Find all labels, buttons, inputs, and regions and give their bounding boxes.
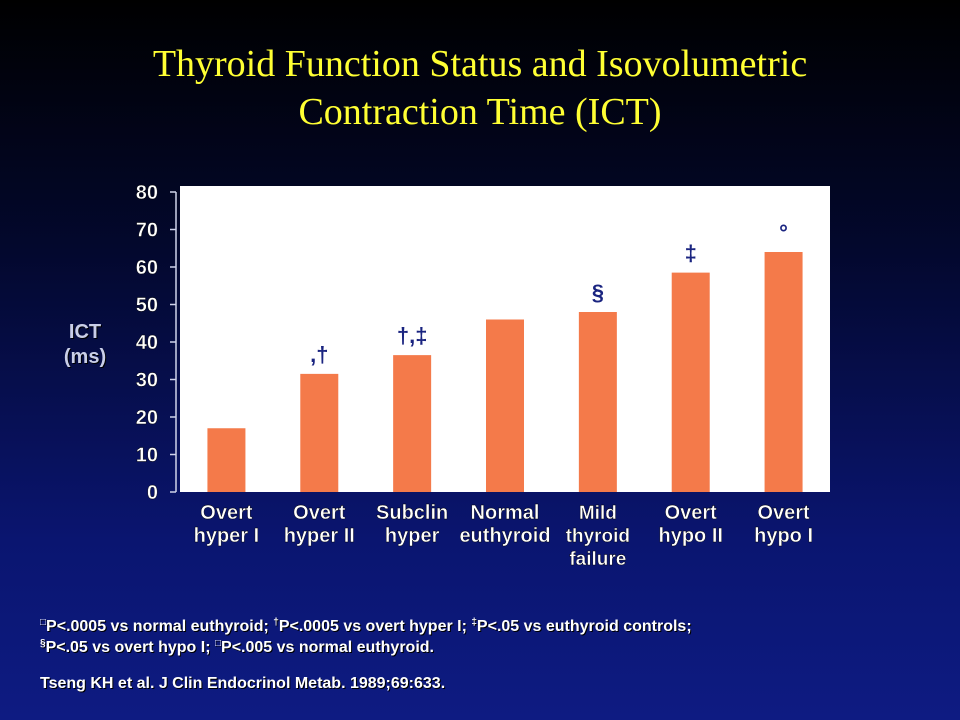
bar-1 <box>300 373 339 492</box>
bar-2 <box>393 355 432 492</box>
category-label-3-line-0: Normal <box>471 502 540 524</box>
y-tick-label-70: 70 <box>136 220 158 242</box>
footnote-2-text-0: P<.05 vs overt hypo I; <box>45 639 215 656</box>
bar-annotation-4: § <box>592 280 604 305</box>
y-tick-label-60: 60 <box>136 257 158 279</box>
category-label-4-line-0: Mild <box>579 503 617 524</box>
category-label-1-line-0: Overt <box>293 502 346 524</box>
bar-3 <box>486 319 524 492</box>
category-label-4-line-2: failure <box>569 549 626 570</box>
y-tick-label-10: 10 <box>136 445 158 467</box>
y-tick-label-80: 80 <box>136 182 158 204</box>
footnote-1-symbol-1: † <box>273 617 279 628</box>
y-tick-label-50: 50 <box>136 295 158 317</box>
bar-4 <box>578 312 617 492</box>
footnote-line-2: §P<.05 vs overt hypo I; □P<.005 vs norma… <box>40 637 940 658</box>
footnote-1-text-0: P<.0005 vs normal euthyroid; <box>46 618 274 635</box>
y-tick-label-40: 40 <box>136 332 158 354</box>
y-tick-label-30: 30 <box>136 370 158 392</box>
title-line-2: Contraction Time (ICT) <box>298 91 662 133</box>
category-label-0-line-0: Overt <box>200 502 253 524</box>
y-axis-label-line-2: (ms) <box>63 346 107 368</box>
footnote-line-1: □P<.0005 vs normal euthyroid; †P<.0005 v… <box>40 616 940 637</box>
footnote-1-text-1: P<.0005 vs overt hyper I; <box>278 618 472 635</box>
footnote-2-symbol-1: □ <box>214 638 222 649</box>
citation: Tseng KH et al. J Clin Endocrinol Metab.… <box>40 675 446 692</box>
footnote-2-text-1: P<.005 vs normal euthyroid. <box>221 639 434 656</box>
bar-annotation-2: †,‡ <box>397 323 428 348</box>
category-label-6-line-1: hypo I <box>754 525 813 547</box>
title-line-1: Thyroid Function Status and Isovolumetri… <box>152 43 808 85</box>
footnote-1-symbol-0: □ <box>40 617 47 628</box>
category-label-6-line-0: Overt <box>757 502 810 524</box>
category-label-1-line-1: hyper II <box>284 525 355 547</box>
footnote-1-symbol-2: ‡ <box>471 617 477 628</box>
y-tick-label-20: 20 <box>136 407 158 429</box>
bar-annotation-5: ‡ <box>685 241 697 266</box>
bar-5 <box>671 272 710 492</box>
bar-0 <box>207 428 246 492</box>
footnotes: □P<.0005 vs normal euthyroid; †P<.0005 v… <box>40 616 940 658</box>
bar-annotation-6: ° <box>779 220 788 245</box>
footnote-2-symbol-0: § <box>40 638 46 649</box>
footnote-1-text-2: P<.05 vs euthyroid controls; <box>476 618 692 635</box>
category-label-0-line-1: hyper I <box>194 525 260 547</box>
y-axis-label: ICT (ms) <box>50 320 120 370</box>
y-tick-label-0: 0 <box>147 482 158 504</box>
bar-annotation-1: ,† <box>310 342 328 367</box>
category-label-5-line-0: Overt <box>665 502 718 524</box>
category-label-2-line-1: hyper <box>385 525 440 547</box>
category-label-3-line-1: euthyroid <box>459 525 550 547</box>
category-label-2-line-0: Subclin <box>376 502 448 524</box>
bar-6 <box>764 252 803 492</box>
category-label-4-line-1: thyroid <box>566 526 630 547</box>
y-axis-label-line-1: ICT <box>68 321 102 343</box>
chart-title: Thyroid Function Status and Isovolumetri… <box>0 40 960 136</box>
category-label-5-line-1: hypo II <box>658 525 722 547</box>
